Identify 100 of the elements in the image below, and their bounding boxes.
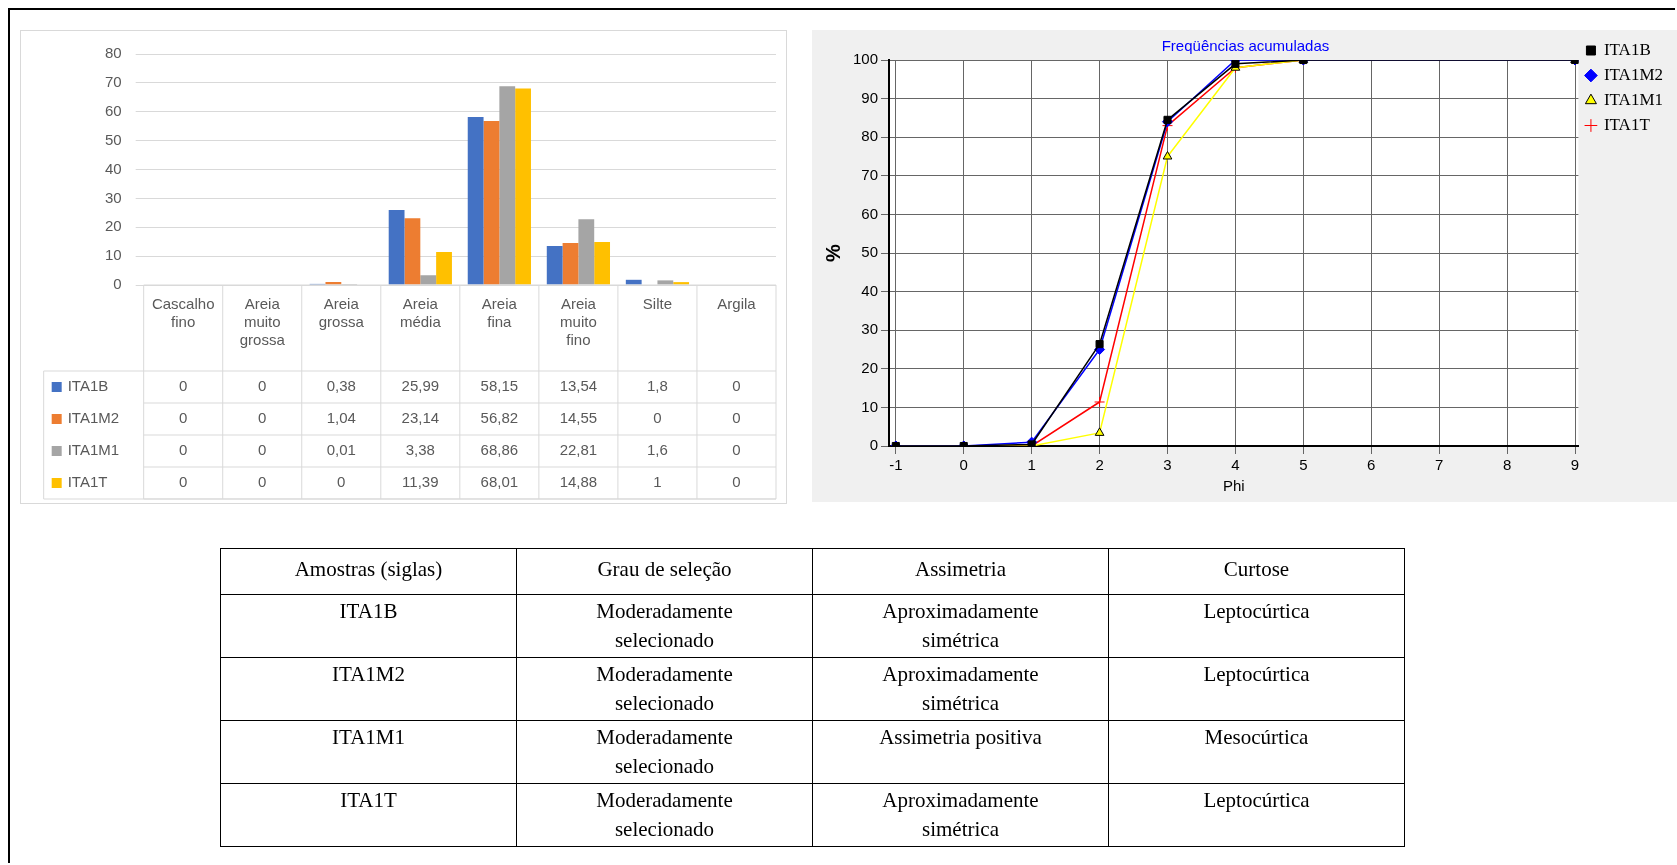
text: Moderadamente selecionado: [516, 720, 813, 784]
data-label: 68,86: [480, 441, 519, 459]
data-label: 0: [732, 441, 741, 459]
data-label: 0: [337, 473, 346, 491]
legend-label: ITA1M1: [1603, 89, 1663, 109]
x-tick-label: Argila: [717, 295, 757, 313]
x-tick-label: Areia muito grossa: [239, 295, 286, 349]
data-label: 0: [258, 377, 267, 395]
data-label: 0,38: [326, 377, 356, 395]
text: ITA1M1: [220, 720, 517, 784]
x-tick-label: -1: [889, 456, 903, 474]
text: Leptocúrtica: [1108, 783, 1405, 847]
legend-label: ITA1T: [1603, 114, 1651, 134]
text: Assimetria positiva: [812, 720, 1109, 784]
category-label: Curtose: [1108, 548, 1405, 595]
data-label: 0: [732, 409, 741, 427]
data-label: 22,81: [559, 441, 598, 459]
x-tick-label: Areia média: [399, 295, 442, 331]
y-tick-label: 40: [105, 159, 122, 177]
y-tick-label: 70: [105, 73, 122, 91]
data-label: 1: [653, 473, 662, 491]
text: Moderadamente selecionado: [516, 783, 813, 847]
x-tick-label: 7: [1435, 456, 1444, 474]
y-tick-label: 20: [105, 217, 122, 235]
x-tick-label: 1: [1027, 456, 1036, 474]
data-label: 58,15: [480, 377, 519, 395]
text: Moderadamente selecionado: [516, 657, 813, 721]
data-label: 0: [179, 473, 188, 491]
x-tick-label: Areia fina: [481, 295, 518, 331]
y-tick-label: 10: [105, 246, 122, 264]
data-label: 0: [258, 441, 267, 459]
legend-label: ITA1B: [1603, 39, 1651, 59]
data-label: 0: [179, 441, 188, 459]
y-axis-title: %: [821, 243, 844, 262]
data-label: 0: [732, 473, 741, 491]
legend-label: ITA1M1: [67, 441, 120, 459]
y-tick-label: 10: [861, 397, 879, 415]
y-tick-label: 30: [105, 188, 122, 206]
text: Aproximadamente simétrica: [812, 657, 1109, 721]
data-label: 0: [653, 409, 662, 427]
x-tick-label: 4: [1231, 456, 1240, 474]
data-label: 0: [732, 377, 741, 395]
y-tick-label: 50: [861, 243, 879, 261]
data-label: 0: [258, 473, 267, 491]
x-tick-label: Cascalho fino: [151, 295, 215, 331]
y-tick-label: 30: [861, 320, 879, 338]
category-label: Amostras (siglas): [220, 548, 517, 595]
data-label: 0: [258, 409, 267, 427]
data-label: 0,01: [326, 441, 356, 459]
data-label: 13,54: [559, 377, 598, 395]
data-label: 3,38: [405, 441, 435, 459]
y-tick-label: 80: [105, 44, 122, 62]
data-label: 1,8: [647, 377, 668, 395]
y-tick-label: 0: [869, 436, 879, 454]
text: ITA1T: [220, 783, 517, 847]
text: Mesocúrtica: [1108, 720, 1405, 784]
text: Leptocúrtica: [1108, 594, 1405, 658]
legend-label: ITA1T: [67, 473, 108, 491]
x-tick-label: Silte: [642, 295, 673, 313]
y-tick-label: 60: [105, 101, 122, 119]
x-tick-label: Areia grossa: [318, 295, 365, 331]
chart-title: Freqüências acumuladas: [1161, 37, 1330, 55]
text: ITA1B: [220, 594, 517, 658]
legend-label: ITA1M2: [67, 409, 120, 427]
text: Aproximadamente simétrica: [812, 783, 1109, 847]
x-tick-label: 5: [1299, 456, 1308, 474]
data-label: 0: [179, 377, 188, 395]
y-tick-label: 40: [861, 281, 879, 299]
text: ITA1M2: [220, 657, 517, 721]
data-label: 14,88: [559, 473, 598, 491]
text: Aproximadamente simétrica: [812, 594, 1109, 658]
x-tick-label: 6: [1367, 456, 1376, 474]
data-label: 56,82: [480, 409, 519, 427]
y-tick-label: 90: [861, 88, 879, 106]
category-label: Grau de seleção: [516, 548, 813, 595]
legend-label: ITA1B: [67, 377, 109, 395]
y-tick-label: 0: [113, 275, 122, 293]
data-label: 25,99: [401, 377, 440, 395]
x-tick-label: Areia muito fino: [560, 295, 597, 349]
y-tick-label: 50: [105, 130, 122, 148]
category-label: Assimetria: [812, 548, 1109, 595]
y-tick-label: 60: [861, 204, 879, 222]
y-tick-label: 100: [853, 50, 879, 68]
data-label: 1,6: [647, 441, 668, 459]
data-label: 11,39: [402, 473, 439, 491]
x-tick-label: 9: [1570, 456, 1580, 474]
x-tick-label: 3: [1163, 456, 1172, 474]
data-label: 0: [179, 409, 188, 427]
data-label: 68,01: [480, 473, 519, 491]
x-tick-label: 8: [1502, 456, 1512, 474]
x-axis-title: Phi: [1222, 477, 1245, 495]
y-tick-label: 70: [861, 165, 879, 183]
x-tick-label: 0: [959, 456, 968, 474]
data-label: 23,14: [401, 409, 440, 427]
y-tick-label: 20: [861, 358, 879, 376]
legend-label: ITA1M2: [1603, 64, 1663, 84]
data-label: 1,04: [326, 409, 356, 427]
x-tick-label: 2: [1095, 456, 1104, 474]
data-label: 14,55: [559, 409, 598, 427]
y-tick-label: 80: [861, 127, 879, 145]
